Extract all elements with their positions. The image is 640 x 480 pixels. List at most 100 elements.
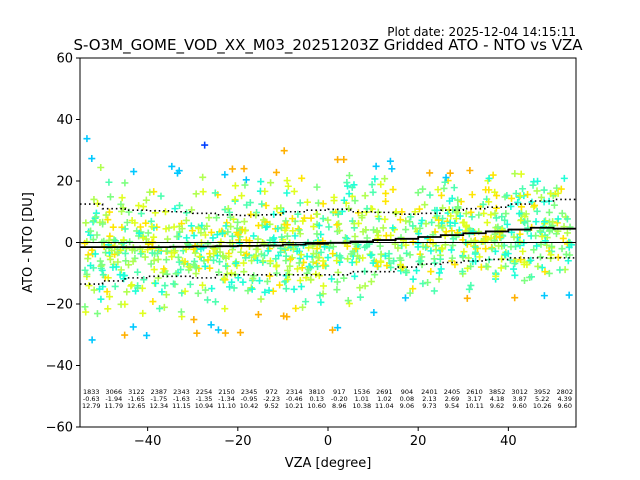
data-point <box>351 233 359 241</box>
data-point <box>368 181 376 189</box>
data-point <box>369 259 377 267</box>
data-point <box>263 223 271 231</box>
data-point <box>345 172 353 180</box>
y-axis: −60 −40 −20 0 20 40 60 <box>46 52 80 436</box>
data-point <box>475 211 483 219</box>
data-point <box>530 203 538 211</box>
data-point <box>257 295 265 303</box>
data-point <box>375 215 383 223</box>
data-point <box>541 268 549 276</box>
data-point <box>255 222 263 230</box>
data-point <box>150 233 158 241</box>
bin-stat-label: 1.01 <box>355 395 369 403</box>
data-point <box>374 232 382 240</box>
data-point <box>439 224 447 232</box>
data-point <box>300 214 308 222</box>
data-point <box>175 258 183 266</box>
bin-stat-label: 9.60 <box>512 402 526 410</box>
data-point <box>99 271 107 279</box>
data-point <box>377 250 385 258</box>
data-point <box>480 209 488 217</box>
data-point <box>351 272 359 280</box>
data-point <box>540 292 548 300</box>
data-point <box>340 196 348 204</box>
data-point <box>226 283 234 291</box>
data-point <box>217 238 225 246</box>
bin-stat-label: 904 <box>401 388 413 396</box>
bin-stat-label: 3.17 <box>467 395 481 403</box>
bin-stat-label: 2150 <box>218 388 235 396</box>
data-point <box>432 246 440 254</box>
data-point <box>541 237 549 245</box>
data-point <box>135 202 143 210</box>
data-point <box>183 234 191 242</box>
data-point <box>280 147 288 155</box>
data-point <box>348 258 356 266</box>
data-point <box>511 260 519 268</box>
data-point <box>120 275 128 283</box>
data-point <box>207 228 215 236</box>
data-point <box>550 201 558 209</box>
data-point <box>178 289 186 297</box>
data-point <box>267 179 275 187</box>
bin-stat-label: 2802 <box>556 388 573 396</box>
data-point <box>185 263 193 271</box>
data-point <box>199 173 207 181</box>
data-point <box>510 265 518 273</box>
y-axis-title: ATO - NTO [DU] <box>21 192 36 293</box>
data-point <box>398 208 406 216</box>
data-point <box>516 192 524 200</box>
data-point <box>418 253 426 261</box>
data-point <box>280 312 288 320</box>
bin-stat-label: -0.95 <box>241 395 258 403</box>
bin-stat-label: 9.73 <box>422 402 436 410</box>
data-point <box>356 284 364 292</box>
data-point <box>114 258 122 266</box>
data-point <box>421 201 429 209</box>
data-point <box>355 219 363 227</box>
data-point <box>273 269 281 277</box>
data-point <box>139 234 147 242</box>
data-point <box>508 194 516 202</box>
data-point <box>237 248 245 256</box>
data-point <box>98 261 106 269</box>
data-point <box>415 205 423 213</box>
data-point <box>274 252 282 260</box>
data-point <box>256 277 264 285</box>
data-point <box>161 282 169 290</box>
data-point <box>426 191 434 199</box>
data-point <box>317 298 325 306</box>
data-point <box>442 174 450 182</box>
data-point <box>451 261 459 269</box>
data-point <box>407 213 415 221</box>
data-point <box>471 243 479 251</box>
data-point <box>221 206 229 214</box>
data-point <box>438 244 446 252</box>
data-point <box>239 278 247 286</box>
bin-stat-label: 9.54 <box>445 402 459 410</box>
data-point <box>534 262 542 270</box>
data-point <box>87 227 95 235</box>
data-point <box>316 291 324 299</box>
data-point <box>278 224 286 232</box>
data-point <box>92 213 100 221</box>
bin-stat-label: -0.63 <box>83 395 100 403</box>
data-point <box>160 265 168 273</box>
data-point <box>170 249 178 257</box>
data-point <box>82 219 90 227</box>
data-point <box>449 241 457 249</box>
data-point <box>391 240 399 248</box>
bin-stat-label: -1.63 <box>173 395 190 403</box>
bin-stat-label: -1.34 <box>218 395 235 403</box>
data-point <box>517 216 525 224</box>
data-point <box>354 209 362 217</box>
data-point <box>162 225 170 233</box>
data-point <box>319 282 327 290</box>
data-point <box>278 233 286 241</box>
data-point <box>467 208 475 216</box>
data-point <box>422 243 430 251</box>
data-point <box>452 215 460 223</box>
data-point <box>121 300 129 308</box>
bin-stat-label: 2254 <box>196 388 213 396</box>
data-point <box>445 206 453 214</box>
